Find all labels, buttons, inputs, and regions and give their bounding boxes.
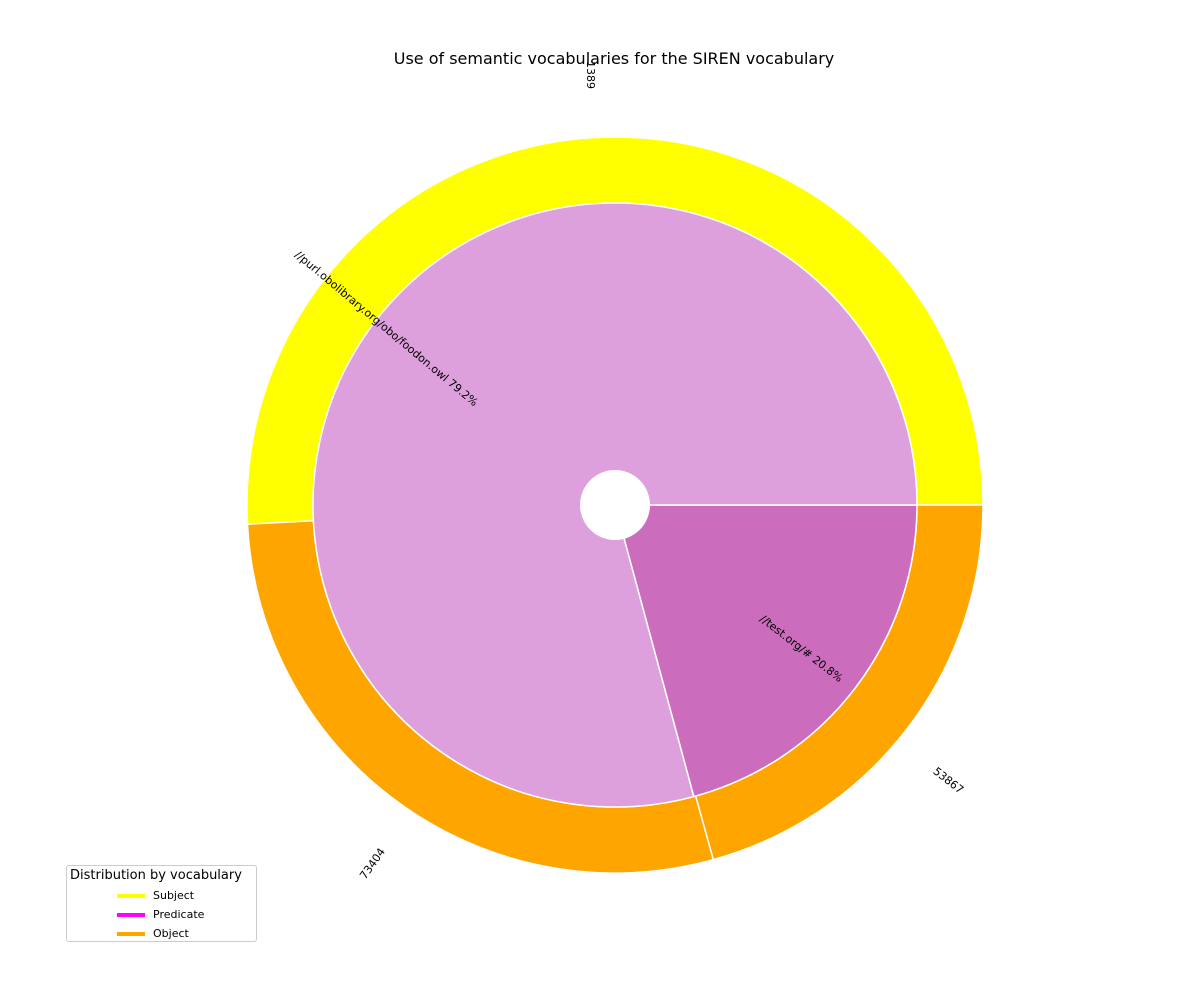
legend-label-predicate: Predicate bbox=[153, 908, 205, 921]
inner-slice-test-org bbox=[614, 504, 918, 798]
outer-ring bbox=[246, 136, 984, 874]
legend-swatch-subject bbox=[117, 893, 145, 898]
center-hole bbox=[580, 470, 650, 540]
legend-swatch-object bbox=[117, 931, 145, 936]
legend-label-subject: Subject bbox=[153, 889, 195, 902]
outer-label-object-2: 73404 bbox=[357, 846, 388, 882]
legend-swatch-predicate bbox=[117, 912, 145, 917]
legend-label-object: Object bbox=[153, 927, 189, 940]
legend-item-subject: Subject bbox=[117, 886, 194, 905]
outer-label-object-1: 53867 bbox=[931, 765, 967, 797]
legend: Distribution by vocabulary Subject Predi… bbox=[66, 865, 257, 942]
legend-item-predicate: Predicate bbox=[117, 905, 204, 924]
legend-title: Distribution by vocabulary bbox=[70, 868, 242, 883]
outer-label-subject: 1389 bbox=[584, 61, 597, 89]
legend-item-object: Object bbox=[117, 924, 189, 943]
chart-title: Use of semantic vocabularies for the SIR… bbox=[394, 49, 835, 68]
